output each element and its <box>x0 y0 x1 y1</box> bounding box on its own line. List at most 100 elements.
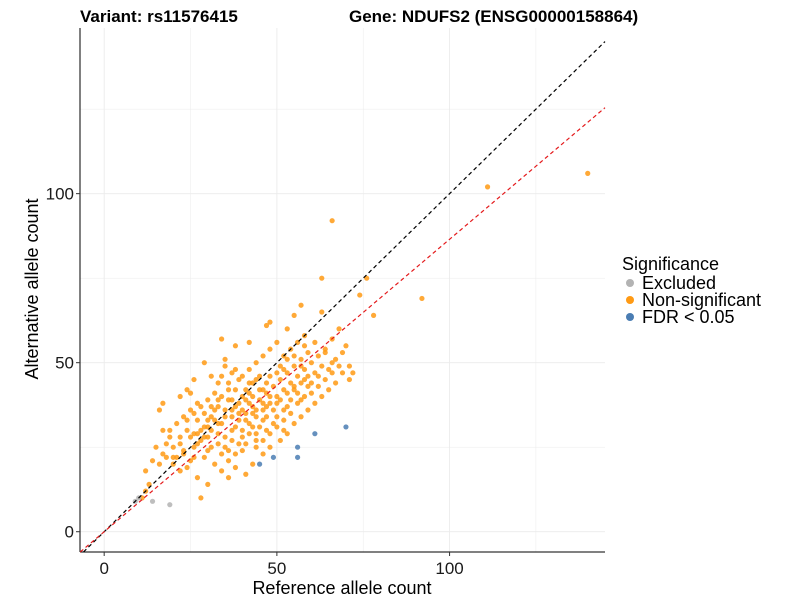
point-non-significant <box>419 295 425 302</box>
point-non-significant <box>312 339 318 345</box>
point-non-significant <box>319 309 325 315</box>
point-non-significant <box>243 471 249 477</box>
point-non-significant <box>170 454 176 460</box>
point-non-significant <box>232 387 239 393</box>
point-non-significant <box>225 458 232 464</box>
point-non-significant <box>236 400 242 406</box>
y-tick-label: 100 <box>46 185 74 204</box>
point-non-significant <box>263 414 270 420</box>
point-non-significant <box>322 376 328 383</box>
point-non-significant <box>294 390 301 396</box>
point-non-significant <box>294 373 301 379</box>
point-non-significant <box>329 360 335 366</box>
point-non-significant <box>250 393 256 400</box>
point-non-significant <box>239 373 245 379</box>
point-non-significant <box>215 380 221 386</box>
point-fdr-0-05 <box>257 461 263 467</box>
point-non-significant <box>143 468 149 474</box>
point-non-significant <box>253 407 259 413</box>
point-non-significant <box>184 427 190 433</box>
point-non-significant <box>225 475 232 481</box>
point-non-significant <box>281 366 287 373</box>
point-non-significant <box>350 370 356 376</box>
point-non-significant <box>585 170 591 176</box>
point-non-significant <box>277 363 283 369</box>
point-non-significant <box>305 407 311 413</box>
point-non-significant <box>294 400 301 406</box>
point-non-significant <box>222 363 228 369</box>
point-non-significant <box>291 353 297 359</box>
point-non-significant <box>267 373 273 379</box>
point-non-significant <box>225 387 232 393</box>
point-non-significant <box>308 360 315 366</box>
point-non-significant <box>277 376 283 383</box>
point-non-significant <box>301 366 308 373</box>
point-non-significant <box>288 410 294 416</box>
point-non-significant <box>243 441 249 447</box>
legend-label-fdr: FDR < 0.05 <box>642 307 735 327</box>
point-non-significant <box>298 363 304 369</box>
point-non-significant <box>160 451 166 457</box>
point-non-significant <box>246 390 252 396</box>
point-non-significant <box>298 302 304 308</box>
point-non-significant <box>301 376 308 383</box>
point-non-significant <box>243 410 249 416</box>
point-non-significant <box>222 407 228 413</box>
point-non-significant <box>339 370 346 376</box>
point-non-significant <box>153 444 159 450</box>
point-non-significant <box>229 370 235 376</box>
point-non-significant <box>253 376 259 383</box>
point-non-significant <box>191 431 197 437</box>
point-non-significant <box>336 363 342 369</box>
point-non-significant <box>167 427 173 433</box>
point-non-significant <box>339 349 346 356</box>
point-non-significant <box>284 431 290 437</box>
point-non-significant <box>319 393 325 400</box>
point-non-significant <box>301 393 308 400</box>
point-non-significant <box>243 397 249 403</box>
point-non-significant <box>315 353 321 359</box>
point-non-significant <box>194 417 201 423</box>
point-non-significant <box>250 424 256 430</box>
point-non-significant <box>267 393 273 400</box>
point-non-significant <box>312 370 318 376</box>
legend-marker-excluded <box>626 279 634 287</box>
point-non-significant <box>343 343 349 349</box>
point-non-significant <box>250 461 256 467</box>
point-non-significant <box>308 390 315 396</box>
point-non-significant <box>270 420 277 427</box>
x-tick-label: 0 <box>99 559 108 578</box>
point-non-significant <box>177 441 183 447</box>
point-non-significant <box>198 427 204 433</box>
point-non-significant <box>201 424 207 430</box>
point-non-significant <box>222 414 228 420</box>
point-non-significant <box>332 356 339 362</box>
point-non-significant <box>305 373 311 379</box>
point-non-significant <box>160 400 166 406</box>
point-non-significant <box>253 444 259 450</box>
point-non-significant <box>267 346 273 352</box>
point-non-significant <box>326 366 332 373</box>
point-non-significant <box>274 370 280 376</box>
point-non-significant <box>232 366 239 373</box>
point-fdr-0-05 <box>343 424 349 430</box>
point-non-significant <box>263 404 270 410</box>
point-non-significant <box>181 414 187 420</box>
point-non-significant <box>329 218 335 224</box>
y-axis-title: Alternative allele count <box>22 198 42 379</box>
axes <box>79 28 605 553</box>
point-non-significant <box>322 346 328 352</box>
point-non-significant <box>212 461 218 467</box>
point-fdr-0-05 <box>270 454 277 460</box>
point-non-significant <box>232 451 239 457</box>
point-non-significant <box>187 434 194 440</box>
point-non-significant <box>332 380 339 386</box>
point-non-significant <box>205 481 211 487</box>
legend-label-non-significant: Non-significant <box>642 290 761 310</box>
point-non-significant <box>267 444 273 450</box>
point-non-significant <box>346 363 353 369</box>
point-non-significant <box>198 404 204 410</box>
point-non-significant <box>312 400 318 406</box>
point-non-significant <box>267 400 273 406</box>
point-non-significant <box>315 383 321 389</box>
